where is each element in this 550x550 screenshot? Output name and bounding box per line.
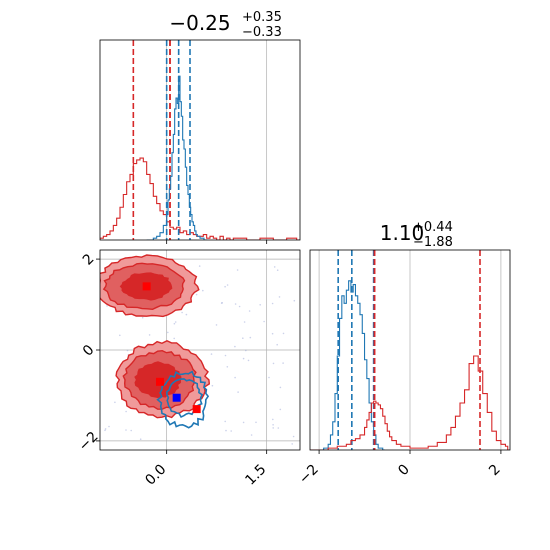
bottom-left-sample-point <box>243 321 246 323</box>
bottom-left-sample-point <box>242 337 244 340</box>
bottom-left-sample-point <box>276 343 279 346</box>
bottom-right-x-tick-label: 2 <box>486 462 504 480</box>
bottom-left-sample-point <box>271 302 274 305</box>
bottom-left-sample-point <box>273 266 276 268</box>
bottom-right-x-tick-label: −2 <box>296 462 322 488</box>
marker-red <box>156 377 164 386</box>
bottom-right-title: 1.10 <box>380 221 425 245</box>
bottom-left-x-tick-label: 0.0 <box>142 462 169 489</box>
top-left-title-sup: +0.35 <box>242 10 282 25</box>
bottom-left-sample-point <box>272 424 274 426</box>
bottom-left-sample-point <box>255 421 257 424</box>
top-left-frame <box>99 39 301 241</box>
bottom-left-sample-point <box>234 376 236 379</box>
bottom-left-sample-point <box>114 401 116 404</box>
bottom-left-sample-point <box>141 316 144 319</box>
bottom-left-sample-point <box>125 429 127 431</box>
bottom-left-sample-point <box>148 334 151 336</box>
bottom-left-sample-point <box>248 310 251 312</box>
bottom-right-hist-blue <box>310 280 385 450</box>
bottom-left-sample-point <box>119 334 121 337</box>
bottom-left-sample-point <box>173 337 175 340</box>
bottom-right-title-sup: +0.44 <box>413 220 453 235</box>
bottom-left-y-tick-label: −2 <box>76 429 102 455</box>
bottom-left-sample-point <box>250 434 253 436</box>
bottom-left-sample-point <box>279 386 282 389</box>
bottom-left-sample-point <box>276 269 279 272</box>
bottom-right-title-sub: −1.88 <box>413 235 453 250</box>
bottom-left-y-tick-label: 0 <box>80 342 98 360</box>
bottom-left-x-tick-label: 1.5 <box>242 462 269 489</box>
bottom-right-x-tick-label: 0 <box>395 462 413 480</box>
marker-red <box>192 405 201 414</box>
bottom-left-sample-point <box>259 304 262 306</box>
bottom-left-sample-point <box>126 349 129 352</box>
contour-blue-inner <box>166 378 204 419</box>
panel-bottom-left: 0.0 1.5 −2 0 2 <box>76 249 301 489</box>
bottom-left-sample-point <box>125 410 127 413</box>
bottom-left-sample-point <box>195 293 198 296</box>
bottom-left-sample-point <box>234 345 236 348</box>
top-left-hist-blue <box>146 75 208 240</box>
bottom-left-sample-point <box>249 336 252 339</box>
bottom-left-sample-point <box>224 420 226 423</box>
panel-top-left: −0.25 +0.35 −0.33 <box>99 10 301 244</box>
contour-blue-outer <box>156 370 210 429</box>
bottom-left-sample-point <box>277 427 280 429</box>
bottom-left-sample-point <box>226 366 229 368</box>
top-left-hist-red <box>100 157 300 240</box>
bottom-left-sample-point <box>236 269 239 271</box>
bottom-left-sample-point <box>247 359 250 362</box>
bottom-left-sample-point <box>263 320 265 323</box>
bottom-left-sample-point <box>224 354 227 357</box>
bottom-left-sample-point <box>139 438 142 441</box>
bottom-left-sample-point <box>181 311 183 314</box>
bottom-left-y-tick-label: 2 <box>80 251 98 269</box>
bottom-left-sample-point <box>185 313 188 316</box>
bottom-left-sample-point <box>226 284 229 286</box>
bottom-left-sample-point <box>224 285 226 288</box>
bottom-left-sample-point <box>282 362 284 364</box>
bottom-left-sample-point <box>278 296 281 298</box>
bottom-left-sample-point <box>198 265 201 267</box>
bottom-left-sample-point <box>238 305 241 308</box>
bottom-right-hist-red <box>310 355 510 450</box>
bottom-left-sample-point <box>130 429 132 432</box>
bottom-left-sample-point <box>108 425 110 428</box>
bottom-left-sample-point <box>242 421 245 424</box>
bottom-left-sample-point <box>293 299 296 302</box>
top-left-title-sub: −0.33 <box>242 25 282 40</box>
bottom-left-sample-point <box>268 376 270 379</box>
bottom-left-sample-point <box>230 430 232 432</box>
top-left-title: −0.25 <box>169 11 230 35</box>
bottom-left-sample-point <box>282 332 285 335</box>
bottom-left-sample-point <box>272 418 274 421</box>
bottom-left-sample-point <box>202 289 204 292</box>
bottom-left-sample-point <box>279 408 282 411</box>
bottom-left-sample-point <box>106 305 108 307</box>
bottom-left-sample-point <box>291 443 294 445</box>
bottom-left-sample-point <box>211 384 214 387</box>
marker-blue <box>172 393 181 402</box>
bottom-left-sample-point <box>104 428 107 430</box>
bottom-left-sample-point <box>167 331 169 334</box>
bottom-left-sample-point <box>292 435 295 438</box>
bottom-left-sample-point <box>215 324 218 326</box>
bottom-left-sample-point <box>272 362 275 365</box>
bottom-left-sample-point <box>225 429 227 432</box>
bottom-left-sample-point <box>234 303 237 305</box>
bottom-left-sample-point <box>173 322 176 325</box>
bottom-left-sample-point <box>272 427 275 429</box>
bottom-left-sample-point <box>237 391 239 393</box>
bottom-left-sample-point <box>104 429 106 432</box>
bottom-left-sample-point <box>221 302 223 304</box>
bottom-left-sample-point <box>242 357 245 360</box>
panel-bottom-right: 1.10 +0.44 −1.88 −2 0 2 <box>296 220 511 488</box>
bottom-left-sample-point <box>174 321 177 323</box>
bottom-left-sample-point <box>271 332 274 335</box>
marker-red <box>142 282 151 291</box>
bottom-left-sample-point <box>210 353 213 355</box>
bottom-left-sample-point <box>245 349 247 352</box>
